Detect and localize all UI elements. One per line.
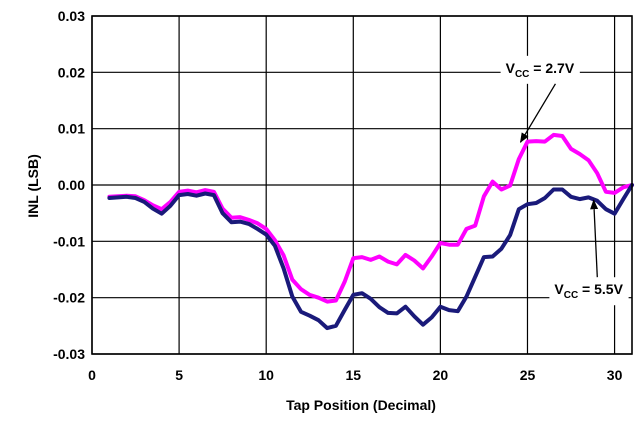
y-tick-label: -0.03 [53, 346, 85, 362]
tick-labels: 0 5 10 15 20 25 30 0.03 0.02 0.01 0.00 -0.01 -0.02 -0… [53, 8, 622, 383]
x-tick-label: 30 [607, 367, 623, 383]
y-tick-label: 0.00 [58, 177, 85, 193]
annotation-label: VCC = 2.7V [506, 60, 575, 80]
y-axis-label: INL (LSB) [25, 154, 41, 218]
series-line-vcc-5-5v [107, 183, 634, 331]
annotation-arrow [590, 199, 599, 278]
y-tick-label: 0.02 [58, 64, 85, 80]
y-tick-label: -0.01 [53, 233, 85, 249]
x-tick-label: 5 [175, 367, 183, 383]
annotation-vcc-2-7v: VCC = 2.7V [500, 55, 580, 144]
annotation-label: VCC = 5.5V [554, 281, 623, 301]
y-tick-label: 0.01 [58, 121, 85, 137]
series-line-vcc-2-7v [107, 132, 634, 304]
x-tick-label: 10 [258, 367, 274, 383]
y-tick-label: 0.03 [58, 8, 85, 24]
x-tick-label: 0 [88, 367, 96, 383]
y-tick-label: -0.02 [53, 290, 85, 306]
plot-frame [91, 15, 633, 355]
x-tick-label: 20 [433, 367, 449, 383]
annotations: VCC = 2.7V VCC = 5.5V [500, 55, 629, 306]
x-axis-label: Tap Position (Decimal) [286, 397, 436, 413]
annotation-arrow [519, 83, 557, 144]
plot-border [91, 15, 633, 355]
x-tick-label: 25 [520, 367, 536, 383]
annotation-box [500, 55, 580, 84]
series-lines [107, 132, 634, 331]
x-tick-label: 15 [346, 367, 362, 383]
annotation-vcc-5-5v: VCC = 5.5V [549, 199, 629, 306]
annotation-box [549, 277, 629, 306]
